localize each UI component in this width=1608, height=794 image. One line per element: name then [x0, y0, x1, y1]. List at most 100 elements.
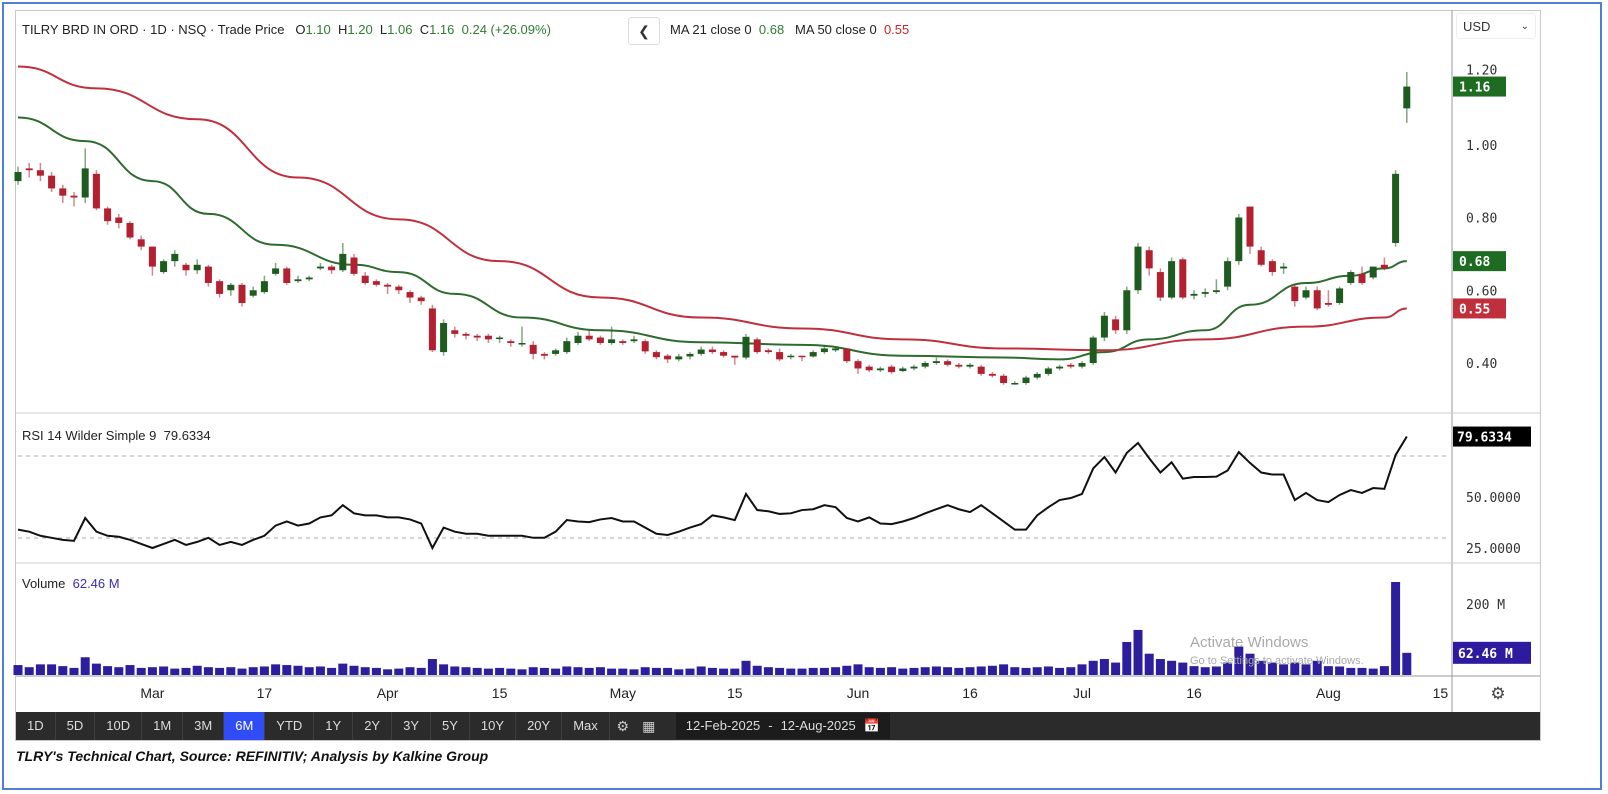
candle [1280, 262, 1288, 274]
volume-bar [1211, 666, 1221, 675]
volume-bar [887, 667, 897, 675]
candle-body [294, 279, 302, 282]
candle [888, 364, 896, 374]
watermark-title: Activate Windows [1190, 634, 1309, 651]
x-tick-label: May [610, 685, 636, 701]
date-separator: - [768, 718, 773, 733]
candle-body [1313, 290, 1321, 309]
candle [305, 275, 313, 282]
candle-body [305, 277, 313, 280]
date-range-picker[interactable]: 12-Feb-2025 - 12-Aug-2025 📅 [675, 713, 890, 739]
range-button-1y[interactable]: 1Y [314, 712, 354, 740]
candle-body [809, 352, 817, 357]
ma21-label: MA 21 close 0 [670, 22, 752, 37]
range-button-max[interactable]: Max [562, 712, 610, 740]
x-tick-label: 15 [1433, 685, 1449, 701]
volume-bar [1301, 664, 1311, 675]
candle-body [1224, 261, 1232, 287]
candle-body [182, 264, 190, 271]
rsi-label: RSI 14 Wilder Simple 9 [22, 428, 157, 443]
volume-bar [663, 667, 673, 675]
range-button-3y[interactable]: 3Y [392, 712, 432, 740]
range-button-6m[interactable]: 6M [224, 712, 266, 740]
volume-bar [1010, 667, 1020, 675]
volume-bar [170, 668, 180, 675]
candle [574, 332, 582, 345]
gear-icon[interactable]: ⚙ [616, 718, 630, 734]
volume-bar [1111, 662, 1121, 675]
volume-bar [1032, 667, 1042, 675]
candle [25, 162, 33, 178]
range-button-1m[interactable]: 1M [142, 712, 184, 740]
candle [876, 366, 884, 373]
volume-bar [1155, 659, 1165, 675]
candle [227, 282, 235, 296]
range-button-ytd[interactable]: YTD [265, 712, 315, 740]
candle-body [563, 341, 571, 353]
candle [652, 350, 660, 360]
candle [843, 348, 851, 363]
table-icon[interactable]: ▦ [642, 718, 656, 734]
candle [1347, 270, 1355, 285]
candle-body [854, 361, 862, 369]
volume-bar [483, 668, 493, 675]
candle-body [1347, 272, 1355, 283]
candle [753, 337, 761, 354]
range-button-3m[interactable]: 3M [183, 712, 225, 740]
volume-bar [741, 660, 751, 675]
range-button-5y[interactable]: 5Y [431, 712, 470, 740]
candle [1056, 364, 1064, 371]
candle [451, 326, 459, 338]
candle [1369, 266, 1377, 280]
range-button-1d[interactable]: 1D [16, 712, 56, 740]
x-tick-label: 16 [962, 685, 978, 701]
volume-bar [584, 667, 594, 675]
candle-body [1022, 377, 1030, 384]
volume-bar [1391, 581, 1401, 675]
candle-body [417, 297, 425, 302]
volume-bar [271, 664, 281, 675]
chart-settings-icon[interactable]: ⚙ [1490, 684, 1506, 703]
range-button-20y[interactable]: 20Y [516, 712, 563, 740]
volume-bar [405, 667, 415, 675]
candle-body [641, 341, 649, 352]
candle-body [529, 344, 537, 354]
currency-dropdown[interactable]: USD ⌄ [1456, 13, 1536, 39]
candle [1246, 206, 1254, 254]
candle [81, 148, 89, 203]
volume-bar [91, 663, 101, 675]
watermark-subtitle: Go to Settings to activate Windows. [1190, 655, 1364, 667]
candle-body [820, 348, 828, 353]
candle-body [630, 339, 638, 342]
collapse-legend-button[interactable]: ❮ [628, 17, 660, 45]
range-button-2y[interactable]: 2Y [353, 712, 393, 740]
candle [59, 184, 67, 203]
volume-bar [752, 665, 762, 675]
candle [126, 221, 134, 240]
volume-bars [13, 581, 1412, 675]
candle [406, 290, 414, 303]
price-badge [1453, 76, 1506, 97]
candle-body [1168, 261, 1176, 298]
candle-body [484, 335, 492, 340]
candle [1123, 286, 1131, 334]
candle [1212, 279, 1220, 294]
range-button-10d[interactable]: 10D [95, 712, 143, 740]
rsi-line [17, 436, 1408, 551]
candle-body [876, 368, 884, 371]
volume-bar [1245, 653, 1255, 675]
volume-legend: Volume 62.46 M [22, 576, 120, 591]
range-button-5d[interactable]: 5D [56, 712, 96, 740]
candle [216, 279, 224, 298]
activate-windows-watermark: Activate Windows Go to Settings to activ… [1190, 634, 1364, 670]
range-button-10y[interactable]: 10Y [470, 712, 517, 740]
volume-bar [394, 668, 404, 675]
rsi-value: 79.6334 [163, 428, 211, 443]
candle-body [238, 284, 246, 303]
volume-bar [607, 668, 617, 675]
candle [92, 170, 100, 211]
candle-body [339, 253, 347, 271]
candle-body [92, 173, 100, 209]
